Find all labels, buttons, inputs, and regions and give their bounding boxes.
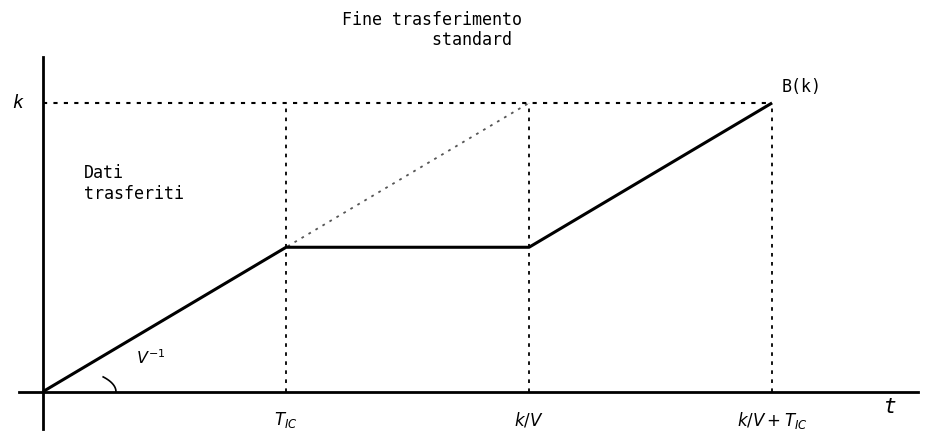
Text: $V^{-1}$: $V^{-1}$: [136, 349, 165, 367]
Text: Dati
trasferiti: Dati trasferiti: [84, 164, 184, 203]
Text: k: k: [12, 94, 23, 112]
Text: Fine trasferimento
        standard: Fine trasferimento standard: [342, 11, 522, 49]
Text: B(k): B(k): [781, 78, 821, 96]
Text: $T_{IC}$: $T_{IC}$: [274, 410, 298, 430]
Text: t: t: [883, 397, 895, 417]
Text: $k/V$: $k/V$: [514, 410, 543, 429]
Text: $k/V+T_{IC}$: $k/V+T_{IC}$: [736, 410, 806, 432]
